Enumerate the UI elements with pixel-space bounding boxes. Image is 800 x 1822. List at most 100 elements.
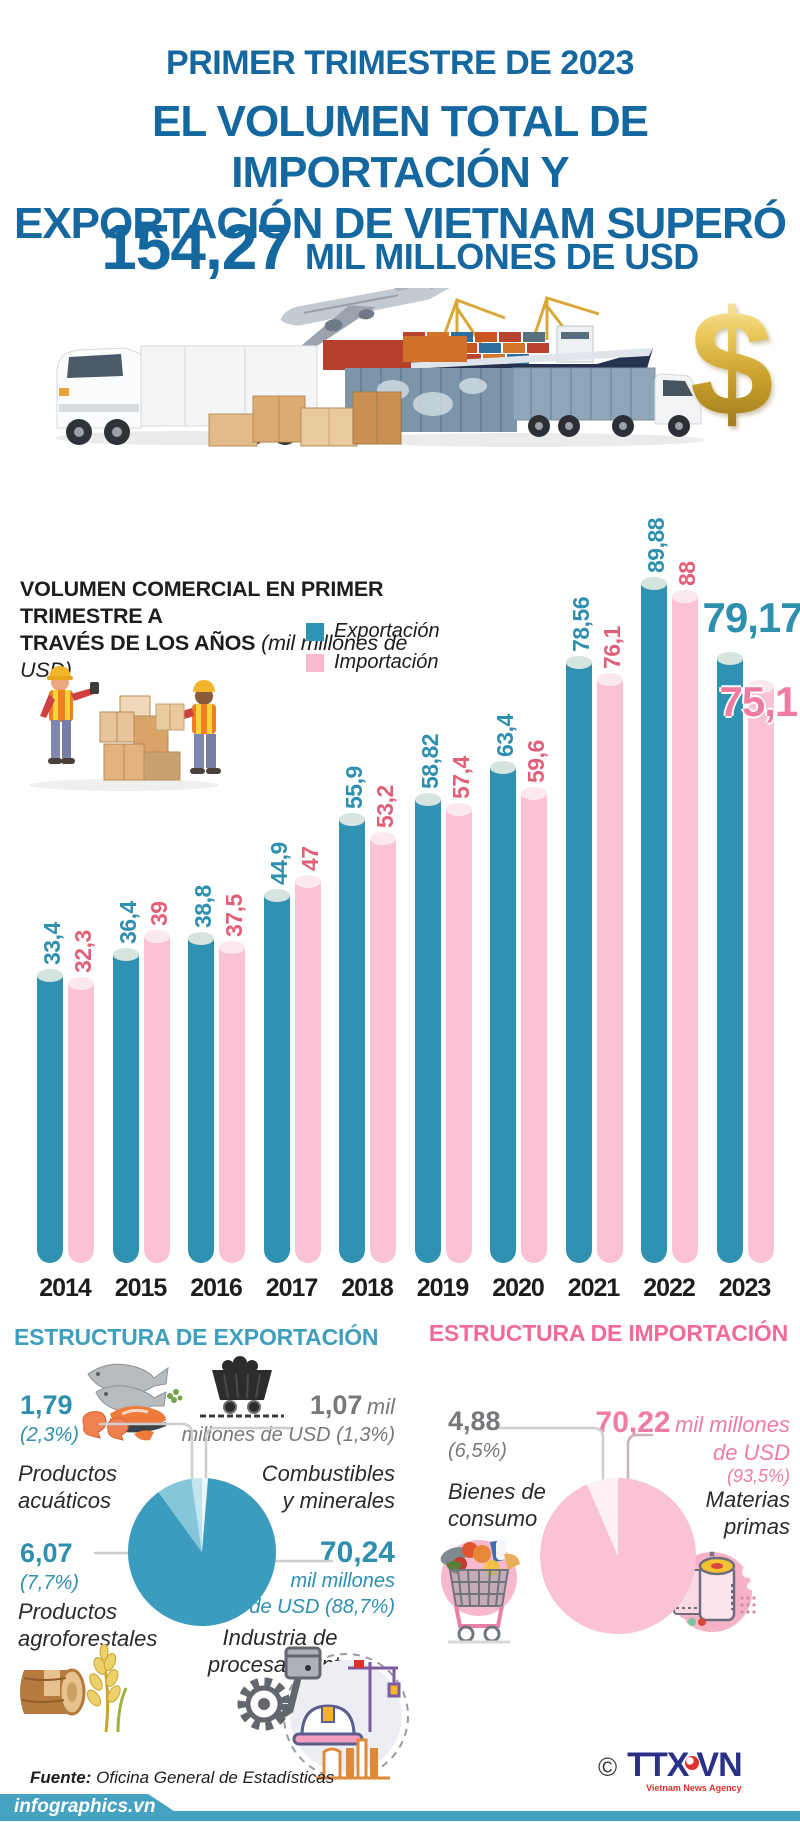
bar-exportacion-2017: [263, 889, 290, 1263]
consumo-value: 4,88: [448, 1406, 501, 1436]
year-label-2022: 2022: [643, 1274, 696, 1302]
bar-exportacion-2019: [414, 792, 441, 1263]
logistics-hero-illustration: [55, 288, 705, 447]
chart-title-line-1: VOLUMEN COMERCIAL EN PRIMER TRIMESTRE A: [20, 577, 384, 628]
page-title: EL VOLUMEN TOTAL DE IMPORTACIÓN Y EXPORT…: [0, 96, 800, 249]
bar-exportacion-2018: [339, 813, 365, 1263]
bar-importacion-2017: [294, 874, 321, 1263]
year-label-2018: 2018: [341, 1274, 394, 1302]
acuaticos-name: Productos acuáticos: [18, 1461, 118, 1513]
value-label-importacion-2014: 32,3: [70, 930, 96, 973]
bar-exportacion-2014: [37, 969, 63, 1263]
legend-exportacion: Exportación: [306, 620, 440, 643]
factory-icon: [316, 1738, 390, 1780]
export-structure-pie-chart: [128, 1478, 276, 1626]
value-label-importacion-2015: 39: [145, 901, 172, 927]
consumo-pct: (6,5%): [448, 1440, 507, 1462]
worker-right: [155, 680, 221, 774]
worker-left: [40, 666, 99, 764]
truck-icon: [56, 345, 318, 445]
trade-volume-bar-chart: 33,4 32,3 2014 36,4 39 2015 38,8 37,5 2016 44,9 47…: [37, 518, 800, 1302]
bar-importacion-2015: [143, 930, 170, 1263]
source-label: Fuente:: [30, 1768, 92, 1787]
value-label-importacion-2020: 59,6: [523, 740, 549, 784]
delivery-truck-icon: [512, 367, 702, 437]
value-label-exportacion-2017: 44,9: [265, 842, 292, 886]
bar-exportacion-2023: [716, 651, 743, 1263]
year-label-2020: 2020: [492, 1274, 545, 1302]
combustibles-value-line2: millones de USD (1,3%): [181, 1424, 395, 1446]
bar-importacion-2019: [445, 802, 472, 1263]
pie-slice-industria-de-procesamiento: [128, 1478, 276, 1626]
importacion-label: Importación: [334, 651, 439, 673]
value-label-exportacion-2021: 78,56: [567, 596, 594, 652]
pie-slice-combustibles-y-minerales: [202, 1478, 209, 1552]
combustibles-name: Combustibles y minerales: [261, 1461, 395, 1513]
acuaticos-pct: (2,3%): [20, 1424, 79, 1446]
bar-importacion-2016: [219, 940, 245, 1263]
kicker: PRIMER TRIMESTRE DE 2023: [166, 44, 634, 82]
piston-icon: [276, 1646, 322, 1721]
gear-icon: [237, 1677, 291, 1731]
procesamiento-value: 70,24: [319, 1536, 395, 1569]
consumo-name: Bienes de consumo: [448, 1479, 546, 1531]
box-stack: [99, 695, 181, 781]
value-label-exportacion-2023: 79,17: [702, 593, 800, 641]
year-label-2017: 2017: [265, 1274, 319, 1302]
bar-importacion-2014: [68, 976, 94, 1263]
year-label-2021: 2021: [567, 1274, 621, 1302]
value-label-exportacion-2018: 55,9: [341, 766, 367, 810]
source-line: Fuente: Oficina General de Estadísticas: [30, 1768, 334, 1788]
value-label-exportacion-2015: 36,4: [114, 901, 141, 945]
dots: [678, 1551, 756, 1626]
value-label-exportacion-2014: 33,4: [39, 922, 65, 966]
procesamiento-line2: mil millones: [290, 1570, 395, 1592]
wood-log: [20, 1668, 86, 1716]
value-label-importacion-2019: 57,4: [447, 755, 474, 799]
exportacion-swatch: [306, 622, 324, 641]
title-line-2: EXPORTACIÓN DE VIETNAM SUPERÓ: [13, 199, 787, 248]
primas-line2: de USD: [712, 1440, 790, 1465]
amount-unit: MIL MILLONES DE USD: [304, 236, 699, 277]
coal-cart-icon: [200, 1356, 284, 1418]
pie-slice-bienes-de-consumo: [587, 1478, 618, 1556]
primas-pct: (93,5%): [726, 1466, 790, 1486]
agroforestales-pct: (7,7%): [20, 1572, 79, 1594]
value-label-exportacion-2019: 58,82: [416, 733, 443, 789]
bar-exportacion-2021: [565, 655, 592, 1263]
cart-basket: [448, 1569, 510, 1644]
importacion-swatch: [306, 653, 324, 672]
wood-log-and-rice-icon: [20, 1644, 128, 1732]
year-label-2023: 2023: [718, 1274, 772, 1302]
shadow: [345, 433, 705, 447]
combustibles-value-line: 1,07 mil: [309, 1390, 395, 1420]
processing-industry-icon: [237, 1646, 409, 1780]
exportacion-label: Exportación: [334, 620, 440, 642]
legend-importacion: Importación: [306, 651, 439, 674]
bar-exportacion-2022: [641, 577, 667, 1263]
primas-name: Materias primas: [705, 1487, 790, 1539]
value-label-importacion-2016: 37,5: [221, 893, 247, 937]
value-label-importacion-2022: 88: [674, 561, 700, 587]
chart-title-line-2: TRAVÉS DE LOS AÑOS (mil millones de USD): [20, 631, 408, 682]
primas-value-line: 70,22 mil millones: [595, 1406, 790, 1439]
parsley: [167, 1389, 183, 1403]
grocery-cart-icon: [440, 1540, 520, 1644]
airplane-icon: [280, 288, 466, 346]
value-label-importacion-2017: 47: [296, 846, 323, 871]
bar-importacion-2023: [747, 679, 774, 1263]
year-label-2014: 2014: [39, 1274, 92, 1302]
pie-slice-productos-agroforestales: [158, 1478, 202, 1552]
procesamiento-name: Industria de procesamiento: [207, 1625, 353, 1677]
ttxvn-logo-text: TTX VN: [627, 1746, 742, 1784]
value-label-exportacion-2020: 63,4: [492, 714, 518, 757]
pie-slice-productos-acu-ticos: [191, 1478, 202, 1552]
bar-importacion-2018: [370, 831, 396, 1263]
acuaticos-value: 1,79: [20, 1390, 73, 1420]
bar-exportacion-2016: [188, 931, 214, 1263]
site-label: infographics.vn: [14, 1796, 156, 1817]
safety-helmet-icon: [292, 1704, 364, 1746]
year-label-2016: 2016: [190, 1274, 243, 1302]
year-label-2015: 2015: [114, 1274, 168, 1302]
copyright-icon: ©: [598, 1752, 618, 1782]
